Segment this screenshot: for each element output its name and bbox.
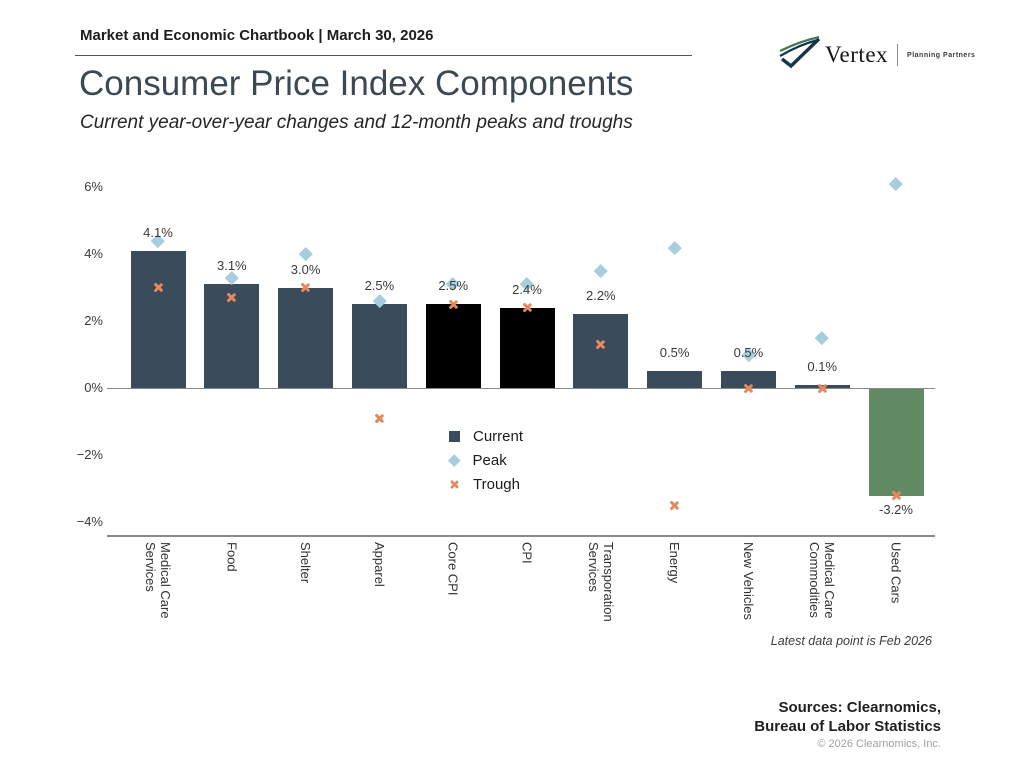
category-label: Core CPI <box>445 542 461 596</box>
bar-value-label: 4.1% <box>143 224 173 240</box>
category-label: Used Cars <box>888 542 904 604</box>
bar-value-label: 2.5% <box>364 278 395 294</box>
trough-marker <box>300 282 311 293</box>
page-title: Consumer Price Index Components <box>79 64 634 103</box>
category-label: Medical Care Services <box>143 542 173 619</box>
logo-brand-text: Vertex <box>825 42 889 67</box>
trough-marker <box>522 302 533 313</box>
vertex-swoosh-icon <box>778 35 821 74</box>
bar-value-label: 0.1% <box>807 358 838 374</box>
peak-marker <box>815 331 829 345</box>
category-label: Apparel <box>371 542 387 587</box>
bar-value-label: 3.0% <box>290 261 321 277</box>
category-label: Medical Care Commodities <box>807 542 838 619</box>
chartbook-header: Market and Economic Chartbook | March 30… <box>80 27 434 44</box>
legend-label-current: Current <box>473 427 524 445</box>
trough-marker <box>669 500 680 511</box>
bar-value-label: 2.2% <box>585 288 616 304</box>
legend-item-peak: Peak <box>448 448 523 472</box>
legend-label-peak: Peak <box>472 451 507 469</box>
zero-axis-line <box>107 387 935 389</box>
logo-tagline: Planning Partners <box>907 51 976 59</box>
trough-marker <box>374 413 385 424</box>
bar-value-label: 2.4% <box>512 281 542 297</box>
trough-marker <box>153 282 164 293</box>
legend-item-trough: Trough <box>449 472 523 496</box>
copyright-text: © 2026 Clearnomics, Inc. <box>817 738 941 750</box>
bar <box>130 250 186 388</box>
peak-marker <box>298 247 313 261</box>
peak-marker <box>594 264 608 278</box>
bar <box>720 371 776 388</box>
trough-x-icon <box>449 479 459 489</box>
category-label: Food <box>224 542 240 572</box>
latest-data-note: Latest data point is Feb 2026 <box>770 634 932 648</box>
category-label: Energy <box>667 542 683 584</box>
header-rule <box>75 55 692 56</box>
bar <box>868 389 924 497</box>
plot-bottom-line <box>107 535 935 537</box>
legend-label-trough: Trough <box>473 475 520 493</box>
y-tick-label: −4% <box>76 514 103 529</box>
peak-diamond-icon <box>448 453 461 467</box>
bar <box>425 304 481 388</box>
y-tick-label: 0% <box>84 380 103 395</box>
category-label: Shelter <box>298 542 314 584</box>
peak-marker <box>667 240 682 255</box>
bar-value-label: 0.5% <box>659 345 690 361</box>
bar-value-label: 3.1% <box>216 258 247 274</box>
legend-item-current: Current <box>449 424 523 448</box>
bar <box>573 314 629 388</box>
peak-marker <box>889 176 903 191</box>
category-label: New Vehicles <box>740 542 756 621</box>
chart-legend: Current Peak Trough <box>448 424 523 496</box>
y-tick-label: 6% <box>84 179 103 194</box>
bar <box>499 307 555 388</box>
category-label: CPI <box>519 542 535 564</box>
bar <box>351 304 407 388</box>
bar-value-label: 0.5% <box>733 345 764 361</box>
current-square-icon <box>449 430 460 442</box>
sources-line-2: Bureau of Labor Statistics <box>754 718 941 735</box>
y-tick-label: 4% <box>84 246 103 261</box>
trough-marker <box>226 292 237 303</box>
sources-line-1: Sources: Clearnomics, <box>778 699 941 716</box>
trough-marker <box>448 299 459 310</box>
trough-marker <box>891 490 902 501</box>
bar-value-label: 2.5% <box>438 278 469 294</box>
trough-marker <box>817 383 828 394</box>
category-label: Transporation Services <box>585 542 616 622</box>
y-tick-label: 2% <box>84 313 103 328</box>
bar <box>278 287 334 388</box>
page-subtitle: Current year-over-year changes and 12-mo… <box>80 112 633 133</box>
bar <box>647 371 703 388</box>
logo-divider <box>897 44 899 66</box>
y-tick-label: −2% <box>76 447 103 462</box>
vertex-logo: Vertex Planning Partners <box>778 35 976 74</box>
trough-marker <box>595 339 606 350</box>
sources-text: Sources: Clearnomics, Bureau of Labor St… <box>754 698 941 736</box>
trough-marker <box>743 383 754 394</box>
bar-value-label: -3.2% <box>879 502 913 518</box>
